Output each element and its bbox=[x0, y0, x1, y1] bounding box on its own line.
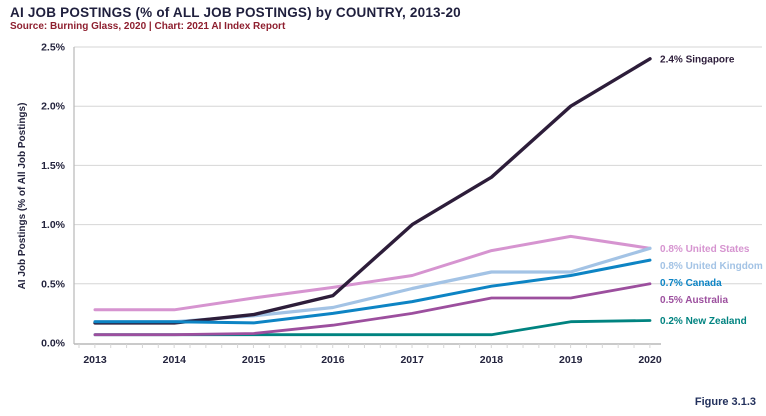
x-tick-label: 2016 bbox=[321, 354, 345, 366]
y-tick-label: 1.5% bbox=[41, 160, 66, 172]
x-tick-label: 2017 bbox=[400, 354, 424, 366]
series-end-label-australia: 0.5% Australia bbox=[660, 295, 728, 306]
y-tick-label: 2.0% bbox=[41, 101, 66, 113]
chart-title: AI JOB POSTINGS (% of ALL JOB POSTINGS) … bbox=[10, 5, 461, 20]
series-line-united-states bbox=[93, 234, 652, 312]
series-end-label-singapore: 2.4% Singapore bbox=[660, 54, 735, 65]
y-axis-title: AI Job Postings (% of All Job Postings) bbox=[17, 103, 28, 290]
figure-number-label: Figure 3.1.3 bbox=[694, 396, 756, 408]
series-line-canada bbox=[93, 258, 652, 325]
x-tick-label: 2013 bbox=[83, 354, 107, 366]
x-tick-label: 2019 bbox=[559, 354, 583, 366]
x-tick-label: 2015 bbox=[242, 354, 266, 366]
series-end-label-united-kingdom: 0.8% United Kingdom bbox=[660, 261, 763, 272]
x-tick-label: 2014 bbox=[163, 354, 187, 366]
y-tick-label: 2.5% bbox=[41, 42, 66, 54]
x-tick-label: 2020 bbox=[638, 354, 662, 366]
x-tick-label: 2018 bbox=[480, 354, 504, 366]
series-end-label-new-zealand: 0.2% New Zealand bbox=[660, 316, 747, 327]
y-tick-label: 0.0% bbox=[41, 338, 66, 350]
series-end-label-united-states: 0.8% United States bbox=[660, 244, 750, 255]
series-line-singapore bbox=[93, 57, 652, 325]
y-tick-label: 1.0% bbox=[41, 219, 66, 231]
chart-source-caption: Source: Burning Glass, 2020 | Chart: 202… bbox=[10, 21, 286, 32]
series-end-label-canada: 0.7% Canada bbox=[660, 278, 722, 289]
series-line-australia bbox=[93, 282, 652, 337]
y-tick-label: 0.5% bbox=[41, 278, 66, 290]
